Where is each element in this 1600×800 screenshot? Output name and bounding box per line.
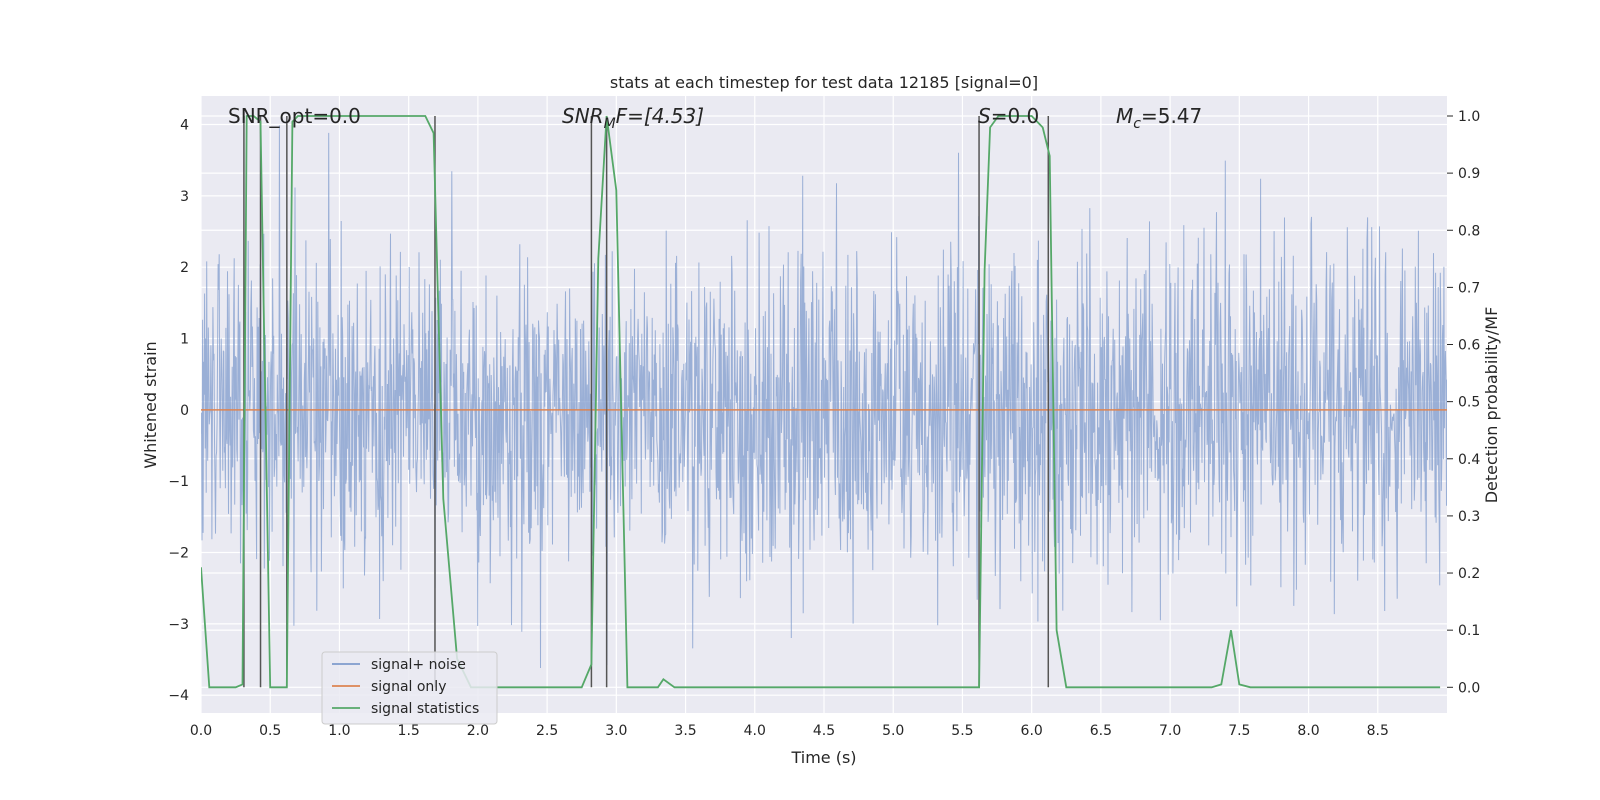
annotation-snr-opt: SNR_opt=0.0 <box>228 104 361 128</box>
x-tick-label: 1.0 <box>328 723 350 739</box>
x-tick-label: 2.0 <box>467 723 489 739</box>
y2-tick-label: 0.1 <box>1458 623 1480 639</box>
y-tick-label: 4 <box>180 118 189 134</box>
series-signal-noise <box>201 125 1447 669</box>
y2-tick-label: 0.2 <box>1458 566 1480 582</box>
y-tick-label: −4 <box>168 688 189 704</box>
x-tick-label: 2.5 <box>536 723 558 739</box>
y-axis-label: Whitened strain <box>141 341 160 468</box>
y-tick-label: 0 <box>180 403 189 419</box>
x-tick-label: 6.0 <box>1021 723 1043 739</box>
y2-tick-label: 0.6 <box>1458 338 1480 354</box>
y2-tick-label: 1.0 <box>1458 109 1480 125</box>
annotation-s: S=0.0 <box>978 104 1039 128</box>
legend-label-signal-only: signal only <box>371 679 446 695</box>
x-axis-label: Time (s) <box>790 748 856 767</box>
y2-tick-label: 0.3 <box>1458 509 1480 525</box>
y-tick-label: 2 <box>180 260 189 276</box>
x-tick-label: 4.0 <box>744 723 766 739</box>
x-tick-label: 8.0 <box>1297 723 1319 739</box>
x-tick-label: 6.5 <box>1090 723 1112 739</box>
y2-tick-label: 0.8 <box>1458 223 1480 239</box>
y2-tick-label: 0.9 <box>1458 166 1480 182</box>
y-tick-label: −2 <box>168 546 189 562</box>
y2-axis-ticks: 1.0 0.9 0.8 0.7 0.6 0.5 0.4 0.3 0.2 0.1 0.0 <box>1447 109 1480 696</box>
series-signal-statistics <box>201 115 1441 689</box>
y2-tick-label: 0.7 <box>1458 280 1480 296</box>
y-axis-ticks: 4 3 2 1 0 −1 −2 −3 −4 <box>168 118 189 705</box>
x-tick-label: 1.5 <box>398 723 420 739</box>
y-tick-label: 3 <box>180 189 189 205</box>
noise-trace <box>201 125 1447 669</box>
y-tick-label: 1 <box>180 332 189 348</box>
y-tick-label: −3 <box>168 617 189 633</box>
x-axis-ticks: 0.0 0.5 1.0 1.5 2.0 2.5 3.0 3.5 4.0 4.5 5.0 5.5 6.0 6… <box>190 723 1389 739</box>
x-tick-label: 4.5 <box>813 723 835 739</box>
y-gridlines <box>201 123 1447 696</box>
y2-tick-label: 0.0 <box>1458 680 1480 696</box>
x-tick-label: 0.0 <box>190 723 212 739</box>
legend-label-signal-statistics: signal statistics <box>371 701 479 717</box>
x-tick-label: 3.5 <box>674 723 696 739</box>
y-tick-label: −1 <box>168 474 189 490</box>
x-tick-label: 3.0 <box>605 723 627 739</box>
x-tick-label: 0.5 <box>259 723 281 739</box>
y2-tick-label: 0.4 <box>1458 452 1480 468</box>
annotation-snr-mf: SNRMF=[4.53] <box>562 104 704 132</box>
y2-axis-label: Detection probability/MF <box>1482 307 1501 504</box>
legend: signal+ noise signal only signal statist… <box>321 651 498 725</box>
detection-vlines <box>243 115 1050 688</box>
legend-box <box>321 651 498 725</box>
annotation-mc: Mc=5.47 <box>1116 104 1202 132</box>
y2-tick-label: 0.5 <box>1458 395 1480 411</box>
x-tick-label: 5.5 <box>951 723 973 739</box>
legend-label-signal-noise: signal+ noise <box>371 657 466 673</box>
x-tick-label: 7.5 <box>1228 723 1250 739</box>
x-tick-label: 7.0 <box>1159 723 1181 739</box>
x-tick-label: 5.0 <box>882 723 904 739</box>
chart-title: stats at each timestep for test data 121… <box>610 73 1038 92</box>
x-tick-label: 8.5 <box>1367 723 1389 739</box>
